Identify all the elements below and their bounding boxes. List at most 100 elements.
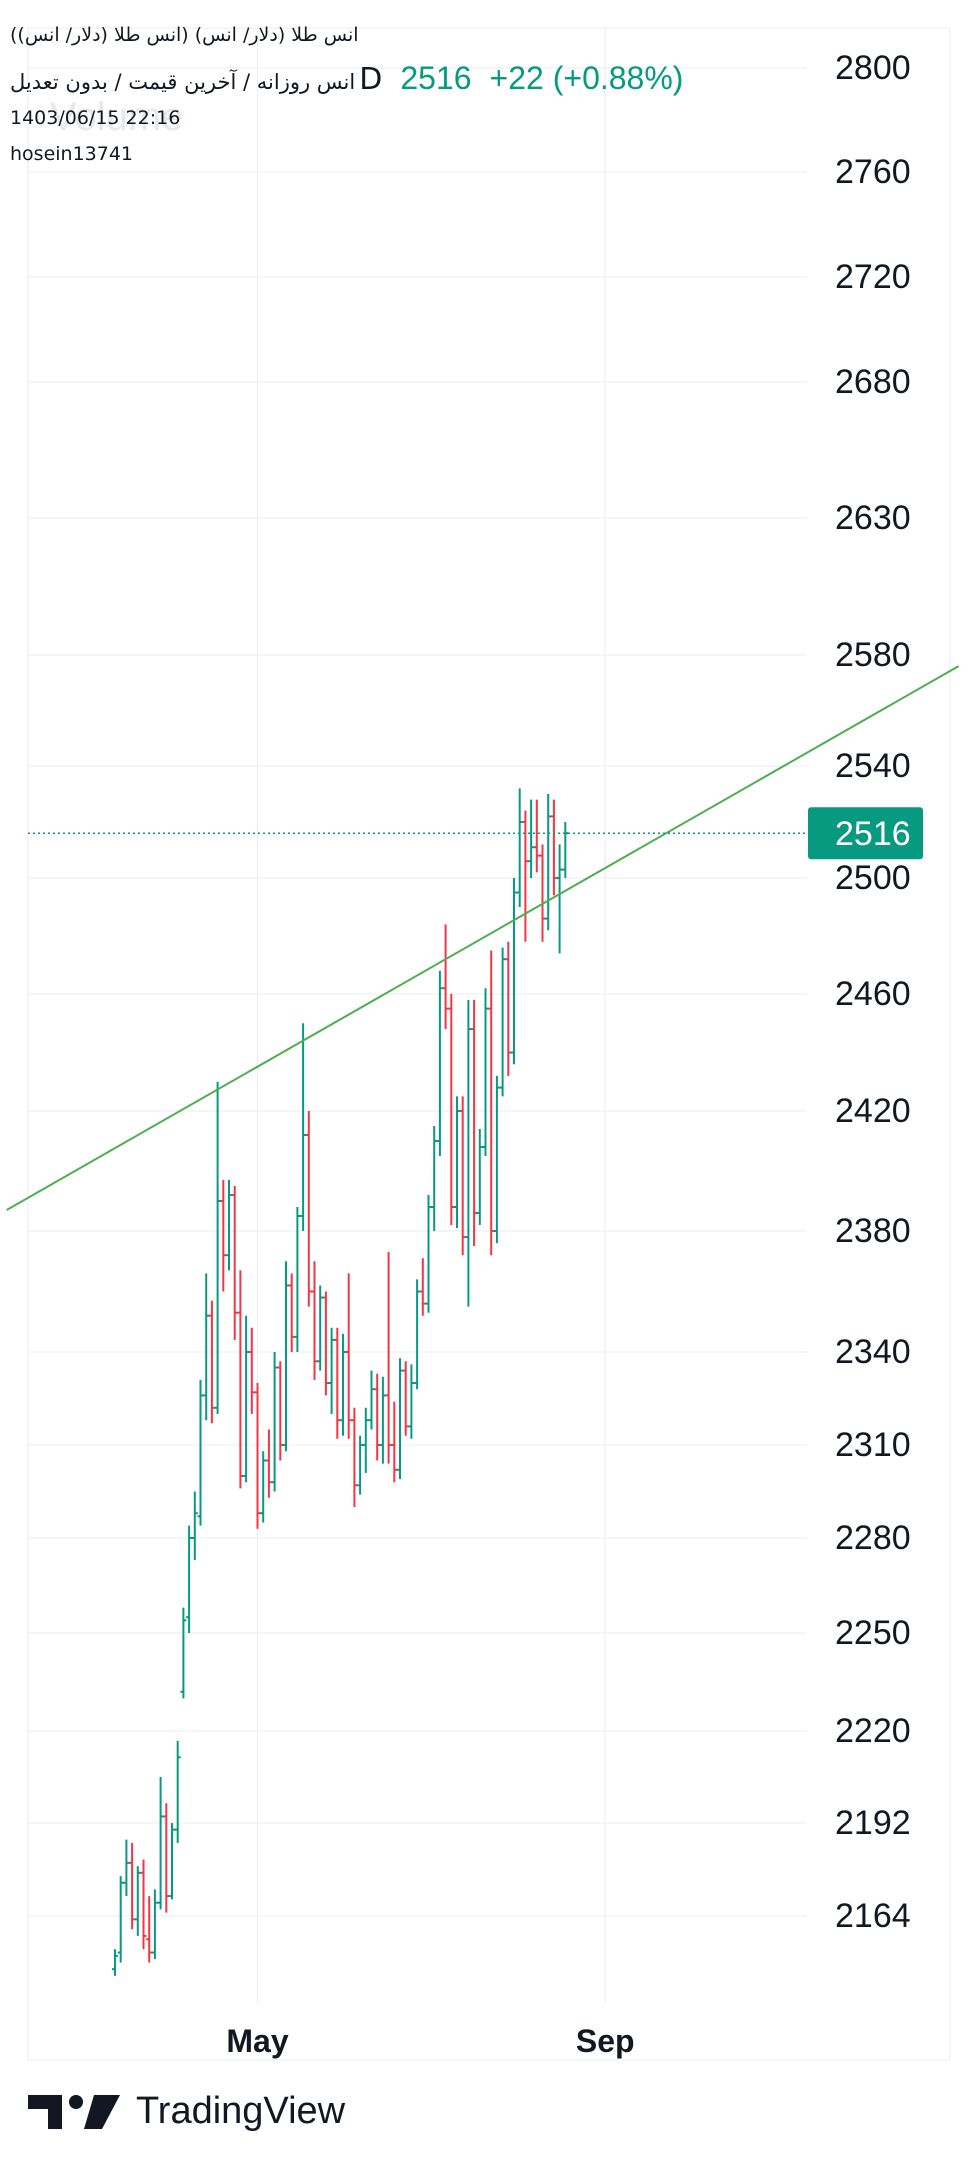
ohlc-bar	[448, 994, 455, 1225]
ohlc-bar	[169, 1823, 175, 1900]
ohlc-bar	[345, 1273, 352, 1439]
price-tick-label: 2420	[835, 1092, 911, 1130]
ohlc-bar	[499, 947, 506, 1097]
ohlc-bar	[203, 1273, 210, 1421]
ohlc-bar	[419, 1258, 426, 1316]
price-tick-label: 2460	[835, 975, 911, 1013]
ohlc-bar	[123, 1839, 130, 1897]
author-username: hosein13741	[10, 143, 134, 165]
ohlc-bar	[374, 1373, 381, 1461]
ohlc-bar	[277, 1361, 284, 1461]
ohlc-bar	[220, 1180, 227, 1292]
ohlc-bar	[334, 1327, 341, 1439]
ohlc-bar	[300, 1023, 307, 1231]
pane-border	[27, 27, 951, 2061]
ohlc-bars	[112, 788, 569, 1976]
symbol-title: انس طلا (دلار/ انس) (انس طلا (دلار/ انس)…	[10, 24, 359, 46]
price-tick-label: 2720	[835, 258, 911, 296]
price-tick-label: 2680	[835, 363, 911, 401]
grid	[28, 28, 807, 2003]
ohlc-bar	[254, 1383, 261, 1529]
price-tick-label: 2340	[835, 1333, 911, 1371]
ohlc-bar	[545, 794, 552, 931]
ohlc-bar	[425, 1195, 432, 1313]
ohlc-bar	[471, 999, 478, 1247]
ohlc-bar	[197, 1379, 204, 1526]
ohlc-bar	[465, 999, 472, 1307]
ohlc-bar	[368, 1370, 375, 1430]
ohlc-bar	[214, 1081, 221, 1414]
price-tick-label: 2500	[835, 859, 911, 897]
time-tick-label: May	[226, 2023, 288, 2059]
ohlc-bar	[146, 1896, 153, 1963]
ohlc-bar	[283, 1261, 289, 1452]
ohlc-bar	[208, 1300, 215, 1424]
ohlc-bar	[260, 1451, 267, 1523]
price-tick-label: 2310	[835, 1426, 911, 1464]
ohlc-bar	[248, 1327, 255, 1414]
ohlc-bar	[351, 1407, 358, 1507]
trendline[interactable]	[6, 665, 960, 1211]
ohlc-bar	[237, 1270, 244, 1489]
ohlc-bar	[243, 1315, 250, 1483]
ohlc-bar	[505, 941, 512, 1076]
ohlc-bar	[533, 799, 540, 873]
last-price-value: 2516	[400, 60, 472, 96]
price-tick-label: 2580	[835, 636, 911, 674]
price-axis[interactable]: 2800 2760 2720 2680 2630 2580 2540 2500 2460 2420…	[808, 49, 923, 1935]
ohlc-bar	[493, 1075, 500, 1244]
tradingview-logo-text: TradingView	[136, 2090, 346, 2132]
price-tick-label: 2540	[835, 747, 911, 785]
ohlc-bar	[231, 1186, 238, 1340]
ohlc-bar	[186, 1525, 193, 1633]
ohlc-bar	[414, 1279, 421, 1390]
ohlc-bar	[362, 1407, 369, 1473]
ohlc-bar	[117, 1876, 124, 1963]
ohlc-bar	[294, 1207, 301, 1352]
ohlc-bar	[305, 1111, 312, 1307]
ohlc-bar	[288, 1273, 295, 1352]
ohlc-bar	[482, 988, 489, 1156]
ohlc-bar	[488, 950, 495, 1256]
ohlc-bar	[562, 822, 569, 878]
ohlc-bar	[151, 1889, 158, 1960]
ohlc-bar	[431, 1126, 438, 1231]
overlays	[6, 665, 960, 1211]
price-tick-label: 2630	[835, 499, 911, 537]
ohlc-bar	[311, 1261, 318, 1380]
price-change-value: +22 (+0.88%)	[489, 60, 684, 96]
price-tick-label: 2164	[835, 1897, 911, 1935]
ohlc-bar	[402, 1361, 409, 1436]
last-price-label: 2516	[808, 807, 923, 860]
ohlc-bar	[271, 1352, 278, 1492]
ohlc-bar	[442, 924, 449, 1030]
ohlc-bar	[436, 970, 443, 1156]
ohlc-bar	[317, 1285, 324, 1371]
ohlc-bar	[134, 1866, 141, 1936]
price-tick-label: 2280	[835, 1519, 911, 1557]
ohlc-bar	[459, 1096, 466, 1256]
ohlc-bar	[516, 788, 523, 907]
interval-label: D	[359, 62, 383, 97]
price-tick-label: 2250	[835, 1614, 911, 1652]
tradingview-logo[interactable]: TradingView	[28, 2090, 345, 2133]
ohlc-bar	[226, 1180, 232, 1271]
ohlc-bar	[322, 1291, 329, 1396]
ohlc-bar	[340, 1333, 346, 1436]
ohlc-bar	[397, 1358, 403, 1480]
price-tick-label: 2220	[835, 1712, 911, 1750]
ohlc-bar	[265, 1429, 272, 1498]
symbol-legend: انس روزانه / آخرین قیمت / بدون تعدیل D 2…	[10, 60, 683, 97]
ohlc-bar	[191, 1491, 198, 1561]
ohlc-bar	[180, 1607, 187, 1699]
time-tick-label: Sep	[576, 2023, 635, 2059]
price-tick-label: 2800	[835, 49, 911, 87]
ohlc-bar	[385, 1252, 392, 1464]
ohlc-bar	[112, 1949, 118, 1976]
ohlc-bar	[328, 1327, 335, 1414]
symbol-subtitle: انس روزانه / آخرین قیمت / بدون تعدیل	[10, 70, 356, 94]
ohlc-bar	[391, 1401, 398, 1483]
time-axis[interactable]: May Sep	[226, 2023, 634, 2059]
last-price-label-text: 2516	[835, 815, 911, 853]
